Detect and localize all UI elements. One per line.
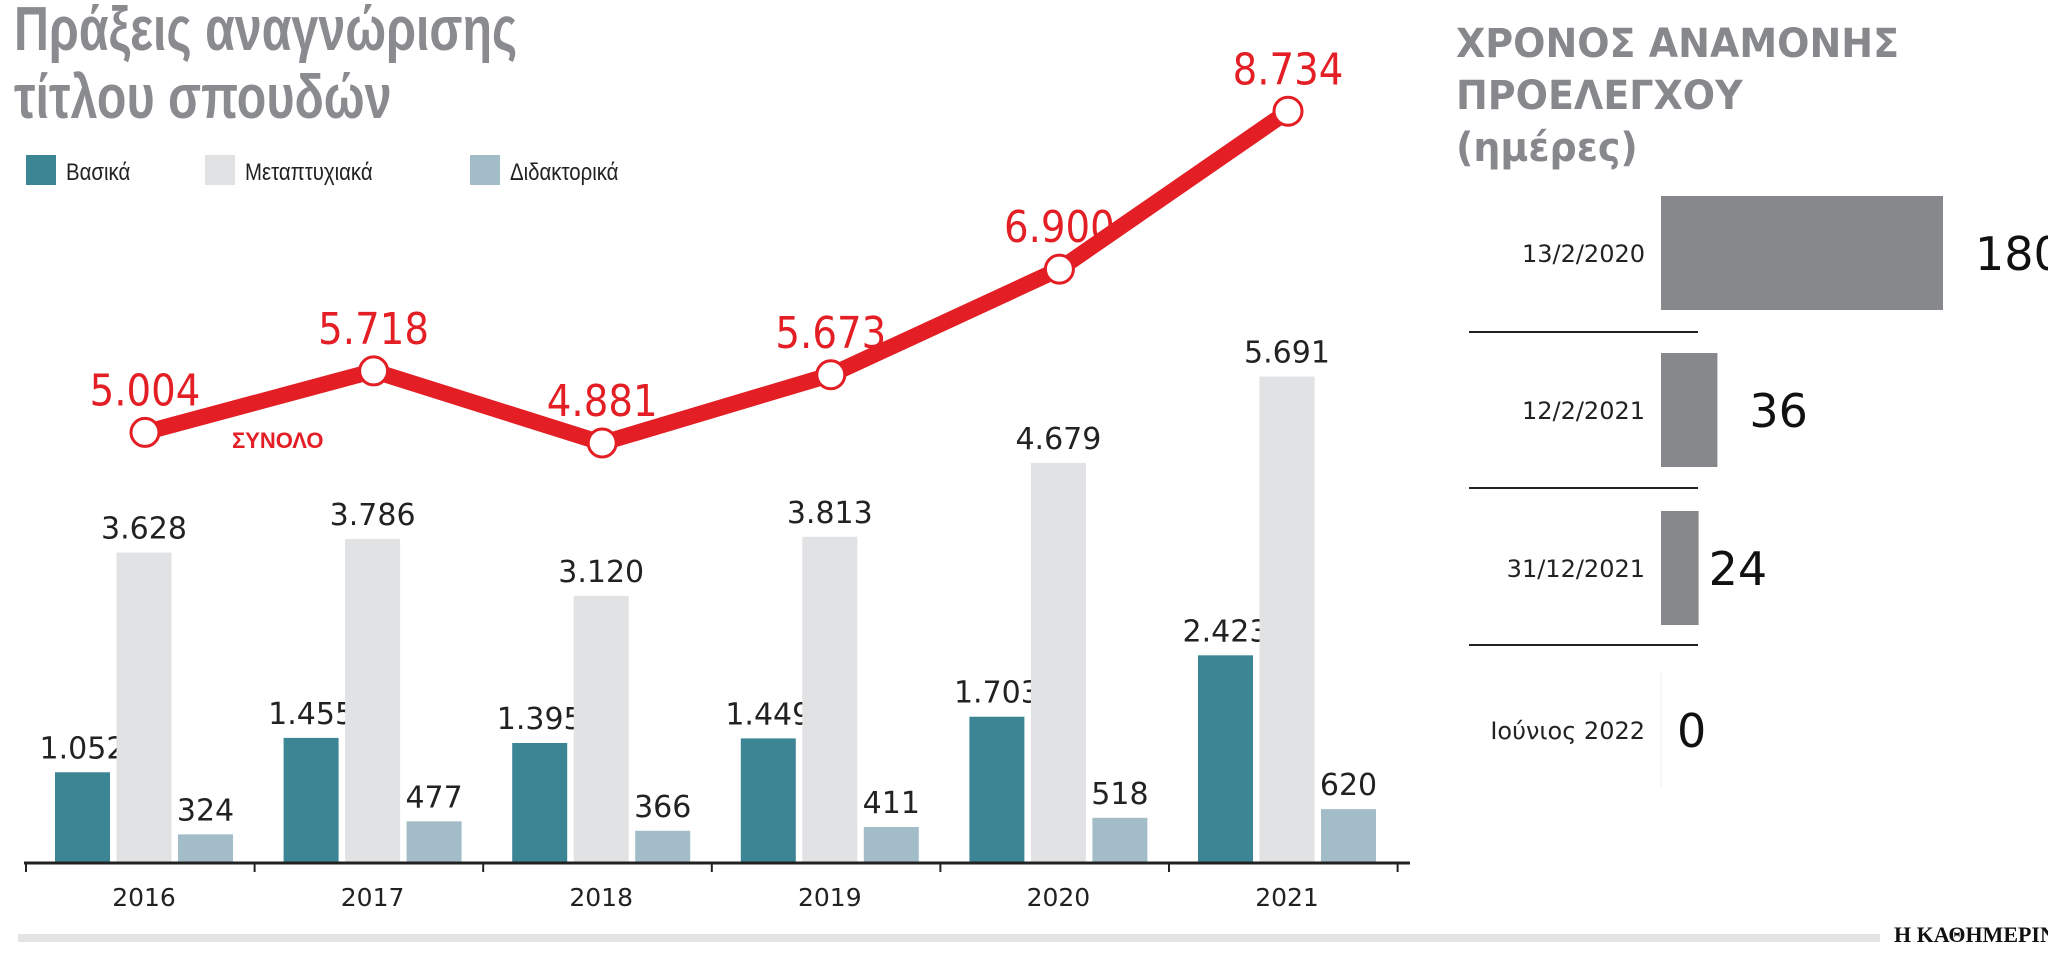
bar-1-2019 [802, 536, 858, 862]
bar-2-2018 [635, 830, 691, 862]
total-point-2019 [815, 359, 847, 391]
bar-value-label: 4.679 [1015, 422, 1101, 457]
bar-1-2021 [1259, 376, 1315, 862]
bar-0-2017 [283, 737, 339, 862]
bar-value-label: 518 [1091, 777, 1148, 812]
bar-value-label: 620 [1320, 768, 1377, 803]
bar-value-label: 3.628 [101, 512, 187, 547]
bar-2-2020 [1092, 817, 1148, 862]
total-value-label: 6.900 [1004, 202, 1115, 253]
wait-category-label: Ιούνιος 2022 [1490, 717, 1645, 745]
total-value-label: 5.718 [318, 304, 429, 355]
x-tick-label: 2018 [569, 883, 633, 912]
chart-title-line1: Πράξεις αναγνώρισης [14, 0, 518, 64]
wait-category-label: 13/2/2020 [1522, 240, 1645, 268]
bar-0-2020 [969, 716, 1025, 862]
total-point-2016 [129, 416, 161, 448]
total-point-2017 [358, 355, 390, 387]
x-tick-label: 2016 [112, 883, 176, 912]
bar-0-2018 [512, 743, 568, 862]
bar-value-label: 411 [863, 786, 920, 821]
legend-swatch-2 [470, 155, 500, 185]
bar-value-label: 1.449 [725, 697, 811, 732]
footer-rule [18, 934, 1880, 942]
total-point-2018 [586, 427, 618, 459]
legend-label: Διδακτορικά [510, 158, 619, 185]
bar-value-label: 3.813 [787, 496, 873, 531]
total-line [142, 104, 1293, 451]
bar-2-2021 [1321, 809, 1376, 862]
bar-1-2018 [573, 595, 629, 862]
bar-value-label: 5.691 [1244, 336, 1330, 371]
total-point-2020 [1043, 253, 1075, 285]
wait-category-label: 12/2/2021 [1522, 397, 1645, 425]
legend-label: Μεταπτυχιακά [245, 158, 373, 185]
bar-value-label: 1.703 [954, 676, 1040, 711]
x-tick-label: 2017 [341, 883, 405, 912]
bar-value-label: 2.423 [1183, 614, 1269, 649]
chart-title-line2: τίτλου σπουδών [14, 63, 392, 132]
bar-0-2016 [55, 772, 110, 862]
x-tick-label: 2020 [1027, 883, 1091, 912]
total-value-label: 5.673 [775, 307, 886, 358]
bar-value-label: 3.786 [330, 498, 416, 533]
wait-bar-0 [1661, 196, 1943, 310]
bar-2-2019 [863, 826, 919, 862]
wait-bar-2 [1661, 511, 1699, 625]
bar-value-label: 477 [405, 780, 462, 815]
wait-bar-1 [1661, 353, 1718, 467]
total-line-label: ΣΥΝΟΛΟ [232, 428, 323, 453]
legend-swatch-0 [26, 155, 56, 185]
bar-value-label: 1.395 [497, 702, 583, 737]
bar-value-label: 3.120 [558, 555, 644, 590]
total-point-2021 [1272, 95, 1304, 127]
side-title-line1: ΧΡΟΝΟΣ ΑΝΑΜΟΝΗΣ [1456, 21, 1900, 67]
bar-1-2016 [116, 552, 172, 862]
brand-logo: Η ΚΑΘΗΜΕΡΙΝΗ [1894, 922, 2048, 947]
bar-1-2017 [345, 539, 401, 862]
legend-swatch-1 [205, 155, 235, 185]
x-tick-label: 2019 [798, 883, 862, 912]
bar-2-2016 [178, 834, 233, 862]
side-title-line2: ΠΡΟΕΛΕΓΧΟΥ [1456, 73, 1743, 119]
wait-value-label: 180 [1975, 227, 2048, 281]
wait-category-label: 31/12/2021 [1507, 555, 1645, 583]
bar-2-2017 [406, 821, 462, 862]
wait-value-label: 24 [1709, 542, 1768, 596]
total-value-label: 4.881 [547, 376, 658, 427]
total-value-label: 5.004 [90, 365, 201, 416]
bar-value-label: 1.455 [268, 697, 354, 732]
x-tick-label: 2021 [1255, 883, 1319, 912]
bar-0-2019 [740, 738, 796, 862]
wait-value-label: 36 [1749, 384, 1808, 438]
bar-value-label: 366 [634, 790, 691, 825]
bar-1-2020 [1030, 462, 1086, 862]
side-chart-title: ΧΡΟΝΟΣ ΑΝΑΜΟΝΗΣ ΠΡΟΕΛΕΓΧΟΥ (ημέρες) [1456, 18, 1899, 174]
bar-0-2021 [1198, 655, 1253, 862]
bar-value-label: 1.052 [40, 731, 126, 766]
chart-title: Πράξεις αναγνώρισης τίτλου σπουδών [14, 0, 517, 132]
total-value-label: 8.734 [1233, 44, 1344, 95]
legend-label: Βασικά [66, 158, 130, 185]
bar-value-label: 324 [177, 793, 234, 828]
wait-value-label: 0 [1677, 704, 1706, 758]
side-title-line3: (ημέρες) [1456, 125, 1638, 171]
